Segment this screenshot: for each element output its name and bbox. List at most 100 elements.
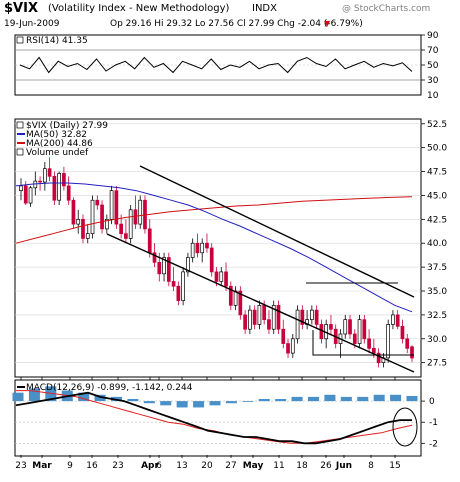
x-axis-bottom-tick-label: 27 bbox=[225, 461, 236, 471]
candle-body bbox=[147, 228, 152, 254]
candle-body bbox=[157, 261, 162, 275]
candle-body bbox=[81, 218, 85, 239]
exchange-label: INDX bbox=[252, 3, 277, 14]
candle-body bbox=[38, 180, 42, 183]
macd-tick-label: -2 bbox=[429, 439, 438, 449]
candle-body bbox=[248, 309, 252, 330]
candle-body bbox=[286, 343, 290, 354]
rsi-tick-label: 30 bbox=[427, 76, 439, 86]
watermark: @ StockCharts.com bbox=[342, 4, 430, 14]
x-axis-bottom-tick-label: 26 bbox=[320, 461, 332, 471]
price-tick-label: 40.0 bbox=[427, 239, 447, 249]
rsi-axis: 90 70 50 30 10 bbox=[15, 31, 439, 101]
macd-histogram-bar bbox=[340, 396, 352, 402]
candle-body bbox=[95, 199, 100, 206]
x-axis-bottom-tick-label: 23 bbox=[112, 461, 123, 471]
candle-body bbox=[104, 218, 109, 230]
candle-body bbox=[109, 190, 114, 220]
candle-body bbox=[343, 319, 348, 335]
range-bottom-line bbox=[312, 330, 414, 356]
x-axis-bottom-tick-label: 18 bbox=[296, 461, 308, 471]
x-axis-bottom-tick-label: Mar bbox=[32, 461, 52, 471]
candle-body bbox=[224, 271, 228, 287]
x-axis-bottom-tick-label: 15 bbox=[389, 461, 400, 471]
candle-body bbox=[348, 319, 352, 335]
candle-body bbox=[367, 338, 371, 349]
macd-line bbox=[15, 391, 412, 445]
rsi-tick-label: 10 bbox=[427, 91, 439, 101]
macd-histogram-bar bbox=[209, 401, 221, 406]
macd-highlight-circle bbox=[392, 407, 418, 447]
macd-histogram-bar bbox=[94, 394, 106, 402]
rsi-line bbox=[19, 56, 413, 74]
rsi-tick-label: 70 bbox=[427, 46, 439, 56]
price-tick-label: 42.5 bbox=[427, 215, 447, 225]
x-axis-bottom-tick-label: 6 bbox=[156, 461, 162, 471]
candle-body bbox=[166, 257, 171, 282]
x-axis-bottom-tick-label: 13 bbox=[176, 461, 187, 471]
candle-body bbox=[219, 271, 224, 282]
x-axis-bottom-tick-label: 20 bbox=[201, 461, 213, 471]
rsi-label: RSI(14) 41.35 bbox=[26, 36, 88, 46]
macd-tick-label: 0 bbox=[429, 397, 435, 407]
candle-body bbox=[71, 199, 76, 225]
symbol-title: $VIX bbox=[4, 1, 38, 16]
candle-body bbox=[395, 314, 400, 327]
macd-histogram-bar bbox=[357, 396, 369, 402]
candle-body bbox=[228, 285, 233, 306]
legend-price: $VIX (Daily) 27.99 bbox=[26, 121, 108, 131]
candle-body bbox=[186, 257, 190, 273]
x-axis-bottom-tick-label: Apr bbox=[141, 461, 159, 471]
rsi-legend-box bbox=[16, 36, 24, 44]
candle-body bbox=[195, 242, 200, 254]
legend-swatch-volume bbox=[16, 148, 24, 156]
candle-body bbox=[329, 324, 333, 330]
candle-body bbox=[400, 326, 405, 340]
candle-body bbox=[19, 185, 23, 192]
price-legend: $VIX (Daily) 27.99 MA(50) 32.82 MA(200) … bbox=[16, 121, 108, 158]
macd-histogram-bar bbox=[28, 388, 40, 402]
price-tick-label: 47.5 bbox=[427, 168, 447, 178]
candle-body bbox=[181, 271, 185, 301]
ma200-line bbox=[15, 196, 413, 244]
candle-body bbox=[314, 309, 319, 325]
candle-body bbox=[133, 209, 138, 225]
legend-swatch-price bbox=[16, 121, 24, 129]
symbol-name: (Volatility Index - New Methodology) bbox=[48, 3, 230, 14]
candle-body bbox=[57, 173, 61, 201]
price-tick-label: 37.5 bbox=[427, 263, 447, 273]
candle-body bbox=[357, 319, 362, 344]
x-axis-bottom-tick-label: 9 bbox=[67, 461, 73, 471]
candle-body bbox=[100, 204, 104, 230]
candle-body bbox=[391, 314, 395, 325]
quote-line: Op 29.16 Hi 29.32 Lo 27.56 Cl 27.99 Chg … bbox=[110, 19, 363, 29]
macd-histogram-bar bbox=[307, 396, 320, 402]
candle-body bbox=[276, 304, 281, 330]
macd-histogram-bar bbox=[242, 401, 254, 402]
candle-body bbox=[200, 242, 205, 254]
candle-body bbox=[190, 242, 195, 258]
candle-body bbox=[410, 346, 414, 359]
rsi-tick-label: 90 bbox=[427, 31, 439, 41]
x-axis-bottom-tick-label: Jun bbox=[335, 461, 352, 471]
macd-histogram-bar bbox=[324, 394, 336, 402]
candle-body bbox=[295, 309, 300, 340]
price-tick-label: 45.0 bbox=[427, 191, 447, 201]
candle-body bbox=[267, 319, 271, 330]
candle-body bbox=[114, 190, 119, 225]
candle-body bbox=[376, 352, 381, 364]
macd-histogram-bar bbox=[78, 392, 90, 402]
macd-tick-label: -1 bbox=[429, 418, 438, 428]
candle-body bbox=[262, 304, 267, 321]
channel-upper-trendline bbox=[139, 165, 415, 298]
candle-body bbox=[119, 223, 123, 235]
candle-body bbox=[372, 347, 376, 354]
x-axis-bottom-tick-label: May bbox=[243, 461, 264, 471]
candle-body bbox=[405, 338, 410, 349]
macd-histogram-bar bbox=[12, 392, 24, 402]
price-tick-label: 27.5 bbox=[427, 359, 447, 369]
candle-body bbox=[176, 285, 181, 301]
